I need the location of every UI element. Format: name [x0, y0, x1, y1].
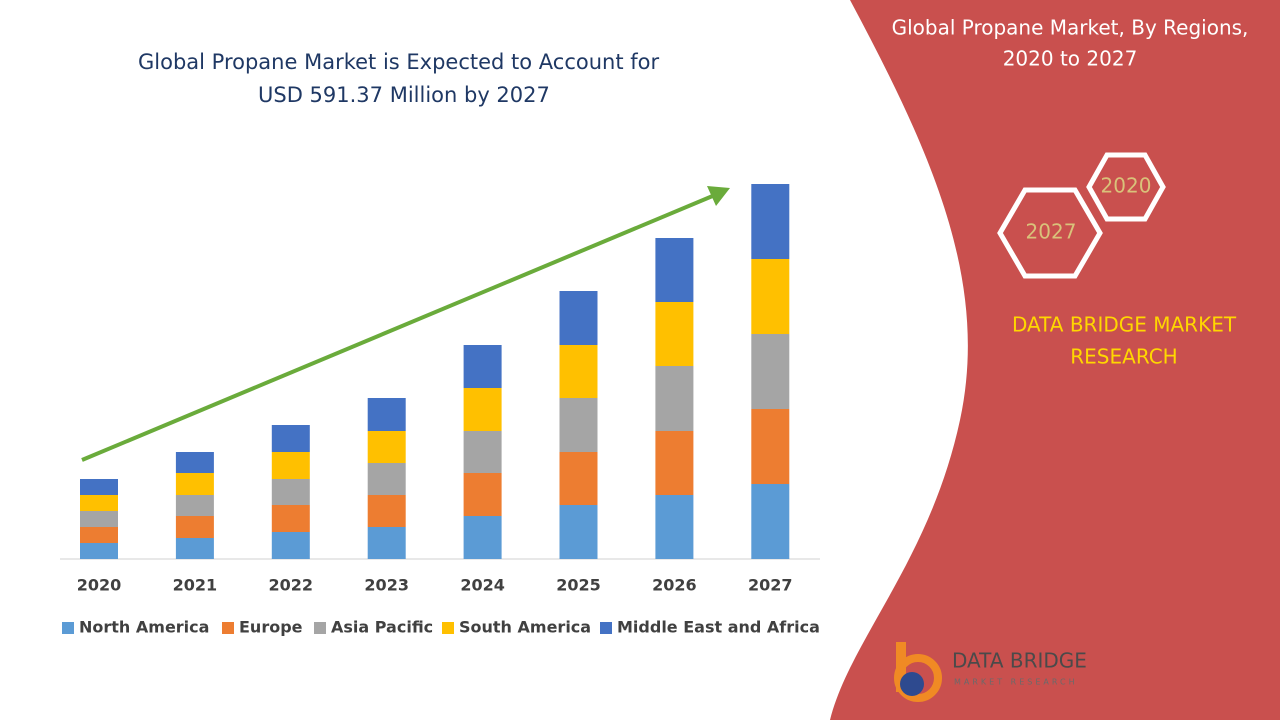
brand-text: DATA BRIDGE MARKET [1012, 313, 1237, 337]
bar-segment [655, 431, 694, 495]
bar-segment [80, 543, 118, 559]
bar-segment [175, 538, 214, 559]
panel-title: 2020 to 2027 [1003, 47, 1138, 71]
legend-swatch [62, 622, 74, 634]
legend-label: Middle East and Africa [617, 618, 820, 637]
bar-segment [559, 452, 598, 505]
hexagon-label: 2020 [1101, 174, 1152, 198]
brand-text: RESEARCH [1070, 345, 1177, 369]
bar-segment [751, 334, 790, 409]
bar-segment [175, 473, 214, 495]
bar-segment [655, 302, 694, 366]
logo-icon [894, 654, 942, 702]
trend-arrow [81, 193, 716, 462]
bar-segment [751, 184, 790, 259]
bar-segment [175, 495, 214, 516]
trend-arrow-head [707, 186, 730, 206]
legend-label: Asia Pacific [331, 618, 433, 637]
bar-segment [80, 479, 118, 495]
bar-segment [175, 516, 214, 538]
bar-segment [271, 425, 310, 452]
bar-segment [751, 409, 790, 484]
panel-title: Global Propane Market, By Regions, [892, 16, 1249, 40]
bar-segment [559, 505, 598, 559]
bar-segment [655, 366, 694, 431]
bar-segment [271, 532, 310, 559]
x-tick-label: 2027 [748, 576, 793, 595]
logo: DATA BRIDGE MARKET RESEARCH [894, 642, 1087, 702]
bar-segment [751, 259, 790, 334]
bar-segment [655, 238, 694, 302]
logo-text: DATA BRIDGE [952, 649, 1087, 673]
plot [80, 184, 790, 559]
logo-icon [900, 672, 924, 696]
bar-segment [80, 495, 118, 511]
x-tick-label: 2021 [173, 576, 218, 595]
legend-swatch [314, 622, 326, 634]
bar-segment [463, 473, 502, 516]
bar-segment [367, 463, 406, 495]
bar-segment [367, 398, 406, 431]
x-tick-label: 2020 [77, 576, 122, 595]
bar-segment [80, 511, 118, 527]
side-panel [830, 0, 1280, 720]
bar-segment [367, 527, 406, 559]
bar-segment [80, 527, 118, 543]
x-tick-label: 2022 [269, 576, 314, 595]
logo-text: MARKET RESEARCH [954, 678, 1078, 687]
bar-segment [559, 291, 598, 345]
x-tick-label: 2025 [556, 576, 601, 595]
x-tick-label: 2023 [364, 576, 409, 595]
chart-title: Global Propane Market is Expected to Acc… [138, 50, 660, 74]
bar-segment [463, 388, 502, 431]
x-tick-label: 2026 [652, 576, 697, 595]
bar-segment [463, 345, 502, 388]
bar-segment [271, 479, 310, 505]
bar-segment [367, 495, 406, 527]
hexagon [1086, 152, 1166, 222]
legend-label: Europe [239, 618, 303, 637]
bar-segment [463, 516, 502, 559]
bar-segment [271, 505, 310, 532]
bar-segment [175, 452, 214, 473]
legend-swatch [600, 622, 612, 634]
bar-segment [271, 452, 310, 479]
bar-segment [655, 495, 694, 559]
chart-title: USD 591.37 Million by 2027 [258, 83, 550, 107]
legend-label: South America [459, 618, 591, 637]
hexagon-label: 2027 [1026, 220, 1077, 244]
bar-segment [367, 431, 406, 463]
hexagon [997, 187, 1103, 279]
legend-swatch [442, 622, 454, 634]
bar-segment [751, 484, 790, 559]
legend-label: North America [79, 618, 209, 637]
bar-segment [559, 345, 598, 398]
legend-swatch [222, 622, 234, 634]
x-tick-label: 2024 [460, 576, 505, 595]
bar-segment [559, 398, 598, 452]
bar-segment [463, 431, 502, 473]
